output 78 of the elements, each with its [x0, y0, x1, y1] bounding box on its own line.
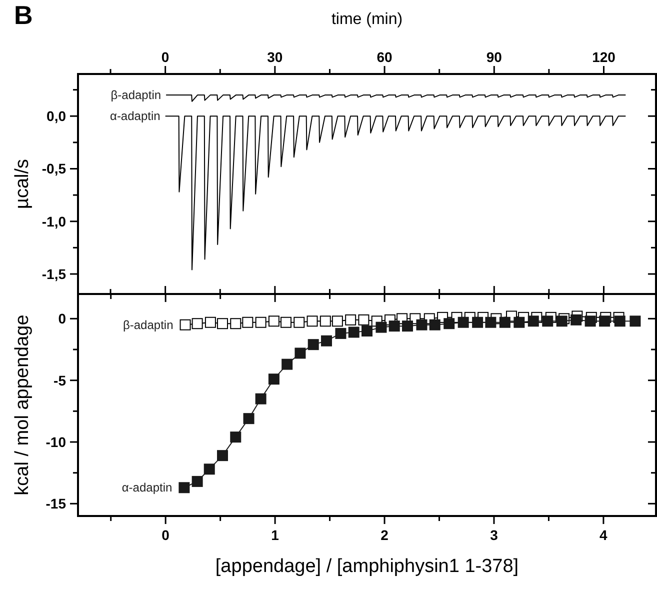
- point: [472, 316, 484, 328]
- point: [217, 318, 228, 330]
- point: [255, 316, 266, 328]
- point: [444, 318, 455, 330]
- point: [230, 318, 242, 330]
- point: [402, 320, 414, 332]
- point: [388, 320, 400, 332]
- x-axis-title: [appendage] / [amphiphysin1 1-378]: [215, 556, 519, 577]
- point: [556, 316, 568, 327]
- y-tick-label: -15: [46, 496, 66, 512]
- y-tick-label: -1,5: [42, 266, 66, 282]
- y-tick-label: -5: [54, 372, 66, 388]
- series-label: β-adaptin: [110, 88, 162, 102]
- point: [458, 316, 469, 328]
- x-tick-label: 3: [490, 527, 498, 543]
- point: [180, 319, 191, 330]
- y-tick-label: 0,0: [46, 108, 66, 124]
- point: [429, 319, 440, 330]
- point: [485, 316, 496, 328]
- x-tick-label: 90: [486, 49, 502, 65]
- point: [178, 482, 190, 494]
- point: [630, 316, 641, 327]
- point: [362, 326, 372, 336]
- point: [192, 476, 203, 487]
- point: [217, 450, 228, 462]
- x-tick-label: 120: [592, 49, 616, 65]
- y-axis-title: kcal / mol appendage: [12, 314, 33, 496]
- x-tick-label: 60: [376, 49, 393, 65]
- point: [204, 464, 215, 475]
- y-tick-label: -10: [46, 434, 66, 450]
- point: [280, 316, 292, 328]
- point: [614, 316, 626, 327]
- y-tick-label: 0: [58, 310, 66, 327]
- x-tick-label: 30: [267, 49, 283, 65]
- point: [192, 318, 203, 330]
- point: [499, 316, 510, 328]
- point: [332, 316, 343, 327]
- line-series: [166, 94, 626, 102]
- point: [528, 316, 539, 327]
- point: [268, 374, 280, 385]
- x-tick-label: 1: [271, 527, 280, 543]
- point: [320, 335, 332, 346]
- x-tick-label: 4: [600, 527, 608, 543]
- point: [306, 316, 318, 327]
- point: [335, 328, 346, 339]
- point: [294, 348, 306, 359]
- point: [416, 319, 428, 330]
- point: [345, 314, 356, 326]
- point: [242, 316, 254, 328]
- point: [230, 432, 242, 443]
- x-tick-label: 2: [380, 527, 389, 543]
- point: [294, 316, 305, 328]
- point: [243, 413, 254, 424]
- x-tick-label: 0: [162, 527, 170, 543]
- point: [584, 316, 596, 327]
- point: [320, 316, 331, 327]
- point: [308, 339, 319, 350]
- y-axis-title: µcal/s: [12, 158, 33, 210]
- point: [514, 316, 525, 328]
- point: [358, 314, 370, 326]
- x-axis-title: time (min): [331, 11, 403, 28]
- text: B: [14, 0, 33, 30]
- point: [268, 316, 280, 327]
- point: [599, 316, 610, 327]
- point: [255, 393, 266, 404]
- series-label: β-adaptin: [123, 318, 174, 332]
- x-tick-label: 0: [161, 49, 170, 65]
- point: [348, 326, 360, 338]
- point: [204, 316, 216, 328]
- point: [282, 358, 293, 370]
- line-series: [164, 116, 626, 270]
- point: [542, 316, 554, 327]
- series-label: α-adaptin: [122, 480, 172, 495]
- point: [570, 314, 582, 326]
- series-label: α-adaptin: [110, 109, 160, 124]
- point: [376, 322, 387, 333]
- y-tick-label: -0,5: [42, 160, 66, 177]
- y-tick-label: -1,0: [42, 213, 66, 230]
